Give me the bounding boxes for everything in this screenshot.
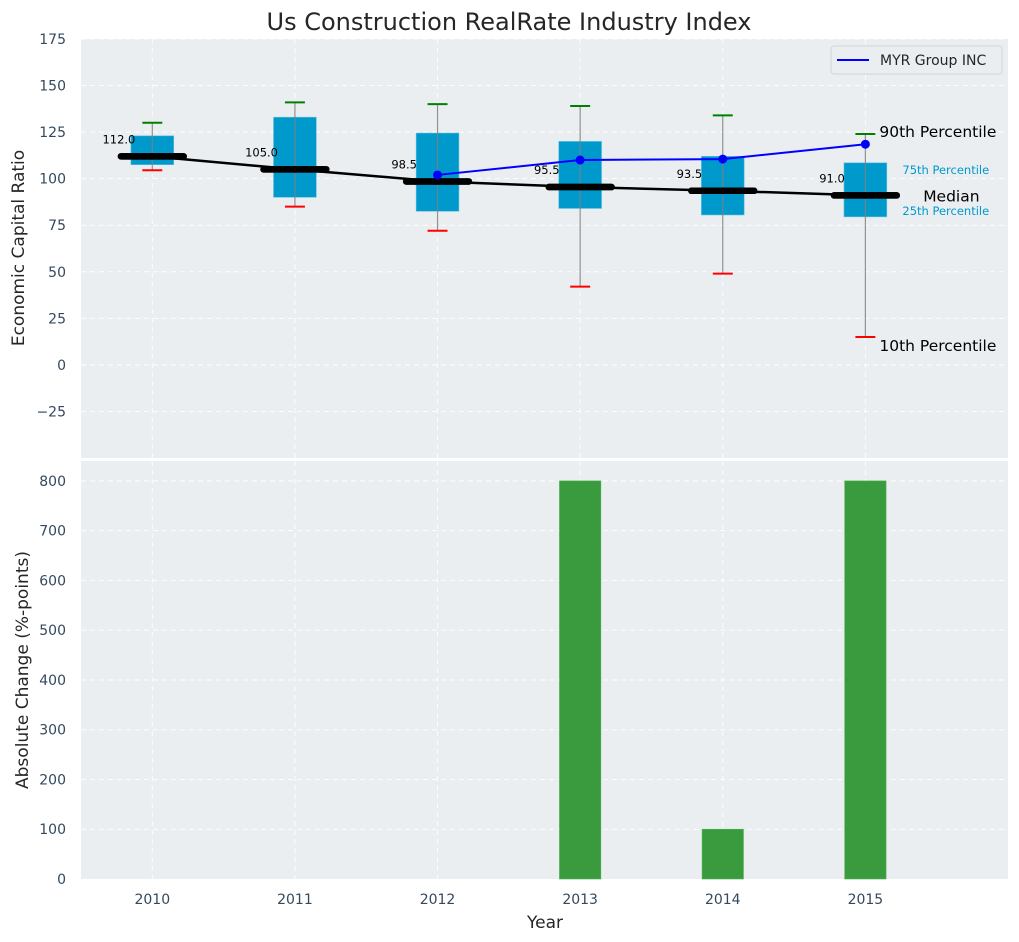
bar-2014 (701, 828, 744, 880)
bottom-y-axis-label: Absolute Change (%-points) (13, 551, 33, 789)
myr-point (860, 139, 870, 149)
bottom-y-tick-label: 400 (39, 673, 66, 689)
median-value-label: 93.5 (677, 167, 703, 181)
boxes: 112.0 105.0 98.5 95.5 93.5 91.0 (102, 101, 901, 338)
annotation-median: Median (923, 187, 979, 205)
top-y-tick-label: 125 (39, 125, 66, 141)
top-y-tick-label: −25 (36, 404, 66, 420)
median-trend (117, 153, 901, 199)
legend-label-myr: MYR Group INC (880, 53, 986, 69)
bottom-y-tick-label: 500 (39, 623, 66, 639)
top-y-tick-label: 100 (39, 172, 66, 188)
bottom-y-tick-label: 800 (39, 474, 66, 490)
bottom-y-ticks: 0 100 200 300 400 500 600 700 800 (39, 474, 66, 888)
bottom-y-tick-label: 700 (39, 524, 66, 540)
top-y-tick-label: 0 (57, 358, 66, 374)
top-y-tick-label: 75 (48, 218, 66, 234)
myr-point (718, 154, 728, 164)
bar-2015 (844, 480, 887, 880)
percentile-annotations: 90th Percentile 75th Percentile Median 2… (879, 123, 996, 355)
series-myr-group (433, 139, 870, 180)
legend: MYR Group INC (830, 45, 1003, 75)
annotation-p10: 10th Percentile (879, 337, 996, 355)
top-y-tick-label: 25 (48, 311, 66, 327)
bar-2013 (559, 480, 602, 880)
bottom-y-tick-label: 100 (39, 822, 66, 838)
bottom-y-tick-label: 200 (39, 772, 66, 788)
x-tick-label: 2010 (134, 892, 170, 908)
bars (559, 480, 887, 880)
median-value-label: 112.0 (102, 132, 135, 146)
top-y-ticks: −25 0 25 50 75 100 125 150 175 (36, 32, 66, 420)
myr-point (575, 155, 585, 165)
annotation-p75: 75th Percentile (902, 163, 989, 177)
top-panel: −25 0 25 50 75 100 125 150 175 Economic Capital … (9, 32, 1008, 458)
bottom-y-tick-label: 0 (57, 872, 66, 888)
top-y-axis-label: Economic Capital Ratio (9, 150, 29, 346)
myr-point (433, 170, 443, 180)
top-plot-background (81, 39, 1008, 458)
median-value-label: 95.5 (534, 163, 560, 177)
top-y-tick-label: 150 (39, 79, 66, 95)
annotation-p25: 25th Percentile (902, 204, 989, 218)
top-gridlines (81, 38, 1008, 458)
bottom-y-tick-label: 300 (39, 723, 66, 739)
top-y-tick-label: 50 (48, 265, 66, 281)
top-y-tick-label: 175 (39, 32, 66, 48)
x-tick-label: 2015 (848, 892, 884, 908)
x-ticks: 2010 2011 2012 2013 2014 2015 (134, 892, 883, 908)
median-value-label: 105.0 (245, 145, 278, 159)
x-axis-label: Year (526, 913, 563, 933)
x-tick-label: 2014 (705, 892, 741, 908)
median-value-label: 91.0 (819, 171, 845, 185)
x-tick-label: 2013 (562, 892, 598, 908)
x-tick-label: 2011 (277, 892, 313, 908)
legend-frame (830, 45, 1003, 75)
x-tick-label: 2012 (420, 892, 456, 908)
myr-line (437, 143, 866, 176)
median-value-label: 98.5 (391, 157, 417, 171)
annotation-p90: 90th Percentile (879, 123, 996, 141)
chart-title: Us Construction RealRate Industry Index (267, 8, 752, 36)
bottom-y-tick-label: 600 (39, 573, 66, 589)
box-2010: 112.0 (102, 121, 187, 172)
